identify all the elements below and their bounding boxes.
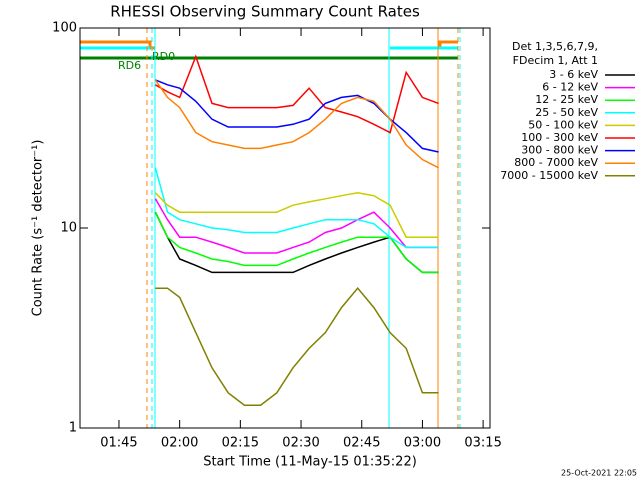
- series-line: [155, 54, 439, 134]
- series-line: [154, 79, 439, 169]
- annotation: RD0: [152, 50, 175, 63]
- legend-label: 7000 - 15000 keV: [500, 169, 598, 182]
- x-tick-label: 03:00: [404, 436, 441, 451]
- chart-title: RHESSI Observing Summary Count Rates: [110, 3, 420, 21]
- series-line: [154, 167, 439, 249]
- y-tick-label: 1: [69, 421, 77, 436]
- x-axis-label: Start Time (11-May-15 01:35:22): [203, 455, 417, 470]
- legend-label: 100 - 300 keV: [521, 131, 598, 144]
- legend-label: 6 - 12 keV: [542, 81, 598, 94]
- legend-label: 50 - 100 keV: [528, 118, 598, 131]
- legend-label: 800 - 7000 keV: [514, 156, 598, 169]
- annotation: RD6: [118, 59, 141, 72]
- x-tick-label: 02:00: [161, 436, 198, 451]
- x-tick-label: 02:45: [343, 436, 380, 451]
- legend-label: 3 - 6 keV: [549, 68, 598, 81]
- x-tick-label: 02:15: [222, 436, 259, 451]
- y-tick-label: 10: [60, 221, 77, 236]
- footer-date: 25-Oct-2021 22:05: [561, 469, 637, 478]
- x-tick-label: 03:15: [464, 436, 501, 451]
- y-axis-label: Count Rate (s⁻¹ detector⁻¹): [31, 140, 46, 317]
- legend-label: 12 - 25 keV: [535, 93, 598, 106]
- series-line: [154, 192, 439, 238]
- series-line: [155, 287, 439, 406]
- x-tick-label: 01:45: [100, 436, 137, 451]
- legend-label: 300 - 800 keV: [521, 144, 598, 157]
- series-line: [154, 198, 439, 254]
- x-tick-label: 02:30: [282, 436, 319, 451]
- legend-label: 25 - 50 keV: [535, 106, 598, 119]
- y-tick-label: 100: [52, 21, 77, 36]
- legend-title: FDecim 1, Att 1: [513, 54, 598, 67]
- legend-title: Det 1,3,5,6,7,9,: [512, 40, 598, 53]
